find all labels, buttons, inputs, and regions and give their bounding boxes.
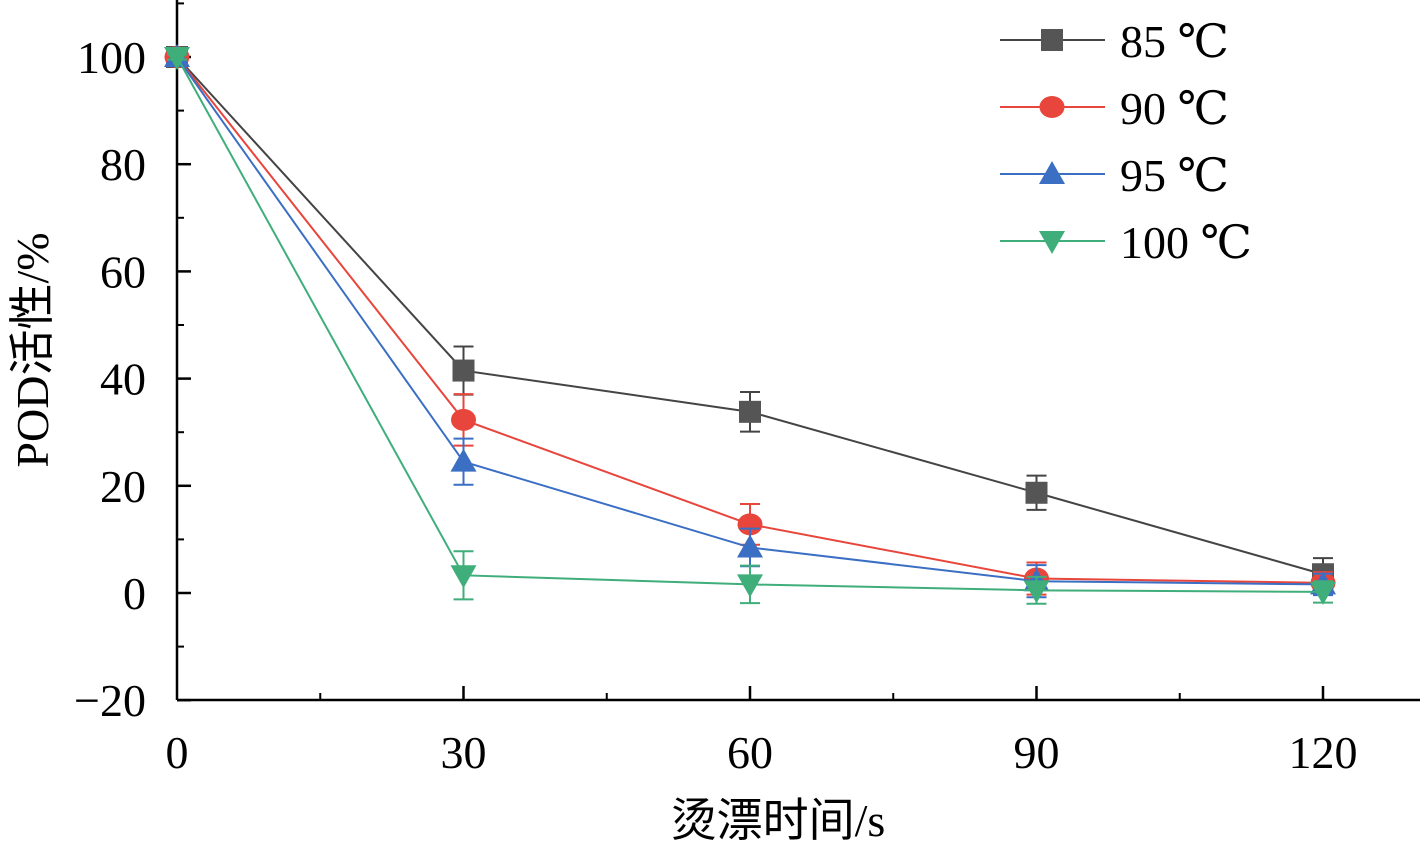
legend-item-0: 85 ℃ [1000, 16, 1229, 67]
x-ticks: 0 30 60 90 120 [166, 686, 1358, 778]
legend-marker [1039, 161, 1065, 184]
legend-marker [1039, 231, 1065, 254]
x-tick-label: 120 [1289, 727, 1358, 778]
y-tick-label: 60 [100, 246, 146, 297]
legend-item-1: 90 ℃ [1000, 83, 1229, 134]
axes [175, 0, 1420, 702]
legend-label: 90 ℃ [1120, 83, 1229, 134]
legend-label: 95 ℃ [1120, 150, 1229, 201]
data-point [1310, 581, 1336, 605]
data-point [451, 408, 476, 431]
y-tick-label: 100 [77, 32, 146, 83]
legend-marker [1039, 96, 1065, 118]
legend-item-2: 95 ℃ [1000, 150, 1229, 201]
legend-label: 85 ℃ [1120, 16, 1229, 67]
x-tick-label: 30 [441, 727, 487, 778]
data-point [164, 47, 190, 70]
y-ticks: −20 0 20 40 60 80 100 [74, 2, 191, 726]
data-point [1023, 580, 1050, 604]
x-tick-label: 90 [1014, 727, 1060, 778]
legend: 85 ℃ 90 ℃ 95 ℃ 100 ℃ [1000, 16, 1252, 268]
data-point [1025, 481, 1048, 504]
x-tick-label: 0 [166, 727, 189, 778]
series-3 [164, 47, 1336, 605]
y-axis-title: POD活性/% [7, 232, 58, 467]
data-point [452, 359, 475, 382]
legend-marker [1041, 29, 1063, 51]
x-axis-title: 烫漂时间/s [671, 795, 886, 846]
data-point [739, 400, 761, 423]
legend-label: 100 ℃ [1120, 217, 1252, 268]
y-tick-label: −20 [74, 675, 146, 726]
data-point [737, 574, 763, 598]
data-point [737, 513, 763, 536]
data-point [450, 565, 477, 589]
series-layer [164, 44, 1336, 605]
legend-item-3: 100 ℃ [1000, 217, 1252, 268]
y-tick-label: 40 [100, 354, 146, 405]
x-tick-label: 60 [727, 727, 773, 778]
y-tick-label: 20 [100, 461, 146, 512]
series-line [176, 56, 1324, 576]
data-point [450, 448, 477, 472]
data-point [737, 534, 763, 558]
y-tick-label: 0 [123, 568, 146, 619]
y-tick-label: 80 [100, 139, 146, 190]
